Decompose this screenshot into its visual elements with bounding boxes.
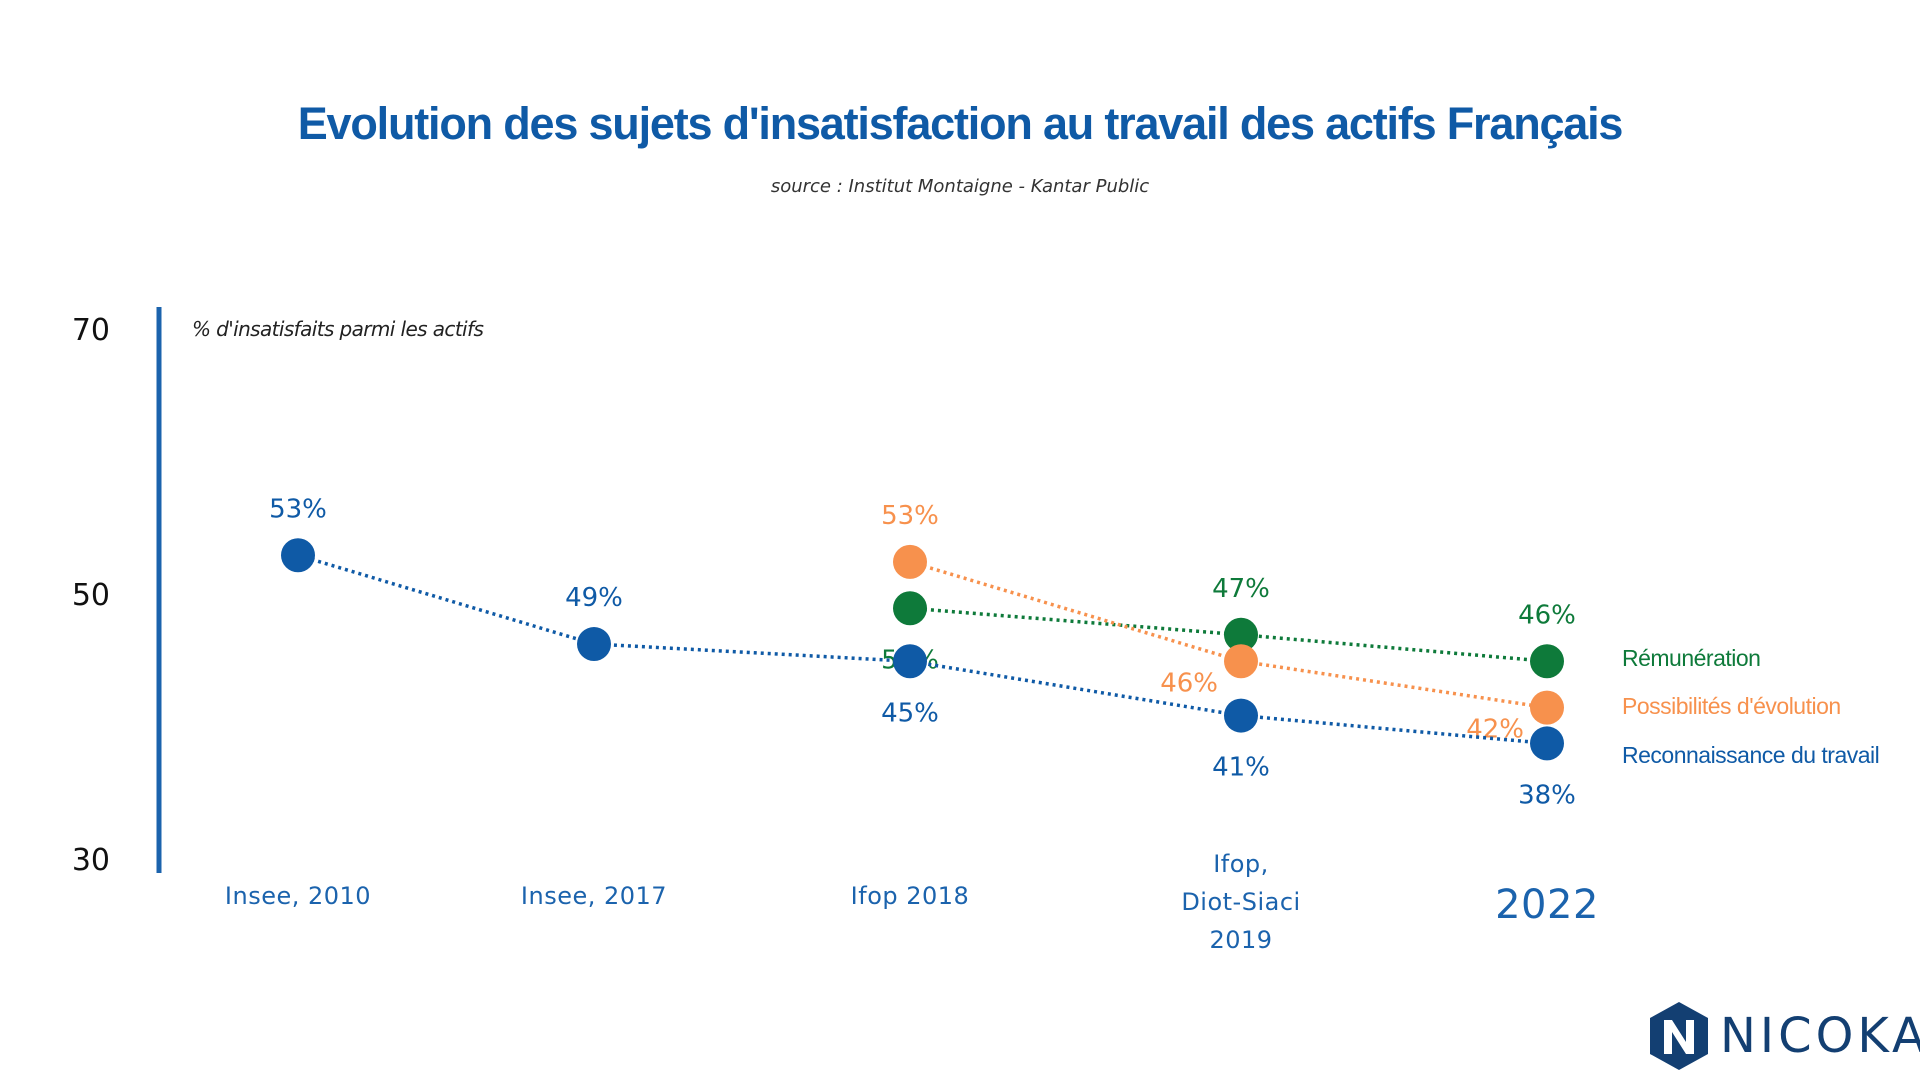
legend: Rémunération Possibilités d'évolution Reco…: [1622, 645, 1880, 768]
nicoka-logo: NICOKA: [1648, 1000, 1920, 1072]
x-tick-label: Insee, 2010: [225, 882, 371, 910]
x-tick-label: 2019: [1209, 926, 1272, 954]
data-point-evolution: [1224, 644, 1258, 679]
series-layer: 50%47%46%53%46%42%53%49%45%41%38%: [269, 494, 1576, 810]
data-label-reconnaissance: 45%: [881, 698, 939, 728]
data-point-remuneration: [1224, 617, 1258, 652]
chart-subtitle: source : Institut Montaigne - Kantar Pub…: [770, 176, 1150, 197]
data-label-reconnaissance: 53%: [269, 494, 327, 524]
data-point-reconnaissance: [281, 538, 315, 573]
x-tick-labels: Insee, 2010 Insee, 2017 Ifop 2018 Ifop, Diot…: [225, 850, 1599, 954]
data-point-remuneration: [1530, 644, 1564, 679]
logo-text: NICOKA: [1720, 1008, 1920, 1064]
data-label-evolution: 46%: [1160, 668, 1218, 698]
legend-item-evolution: Possibilités d'évolution: [1622, 693, 1841, 719]
x-tick-label: Ifop 2018: [851, 882, 970, 910]
data-point-reconnaissance: [1224, 698, 1258, 733]
data-label-remuneration: 46%: [1518, 600, 1576, 630]
data-point-reconnaissance: [893, 644, 927, 679]
data-label-reconnaissance: 41%: [1212, 753, 1270, 783]
y-tick-label: 30: [72, 843, 110, 878]
y-tick-labels: 30 50 70: [72, 313, 110, 878]
data-label-evolution: 53%: [881, 501, 939, 531]
data-label-reconnaissance: 38%: [1518, 780, 1576, 810]
y-axis-label: % d'insatisfaits parmi les actifs: [192, 317, 483, 341]
nicoka-n-hexagon-icon: [1650, 1002, 1708, 1070]
data-label-evolution: 42%: [1466, 715, 1524, 745]
legend-item-reconnaissance: Reconnaissance du travail: [1622, 742, 1879, 768]
data-point-evolution: [893, 544, 927, 579]
y-tick-label: 50: [72, 578, 110, 613]
data-label-reconnaissance: 49%: [565, 583, 623, 613]
legend-item-remuneration: Rémunération: [1622, 645, 1760, 671]
series-reconnaissance: 53% 49% 45% 41% 38%: [269, 494, 1576, 810]
data-point-remuneration: [893, 591, 927, 626]
x-tick-label: Ifop,: [1213, 850, 1269, 878]
data-point-reconnaissance: [1530, 726, 1564, 761]
data-point-reconnaissance: [577, 627, 611, 662]
x-tick-label: Diot-Siaci: [1181, 888, 1300, 916]
data-point-evolution: [1530, 690, 1564, 725]
y-tick-label: 70: [72, 313, 110, 348]
chart-title: Evolution des sujets d'insatisfaction au…: [297, 98, 1624, 149]
series-evolution: 53% 46% 42%: [881, 501, 1564, 745]
data-label-remuneration: 47%: [1212, 574, 1270, 604]
x-tick-label: Insee, 2017: [521, 882, 667, 910]
x-tick-label: 2022: [1495, 882, 1599, 928]
